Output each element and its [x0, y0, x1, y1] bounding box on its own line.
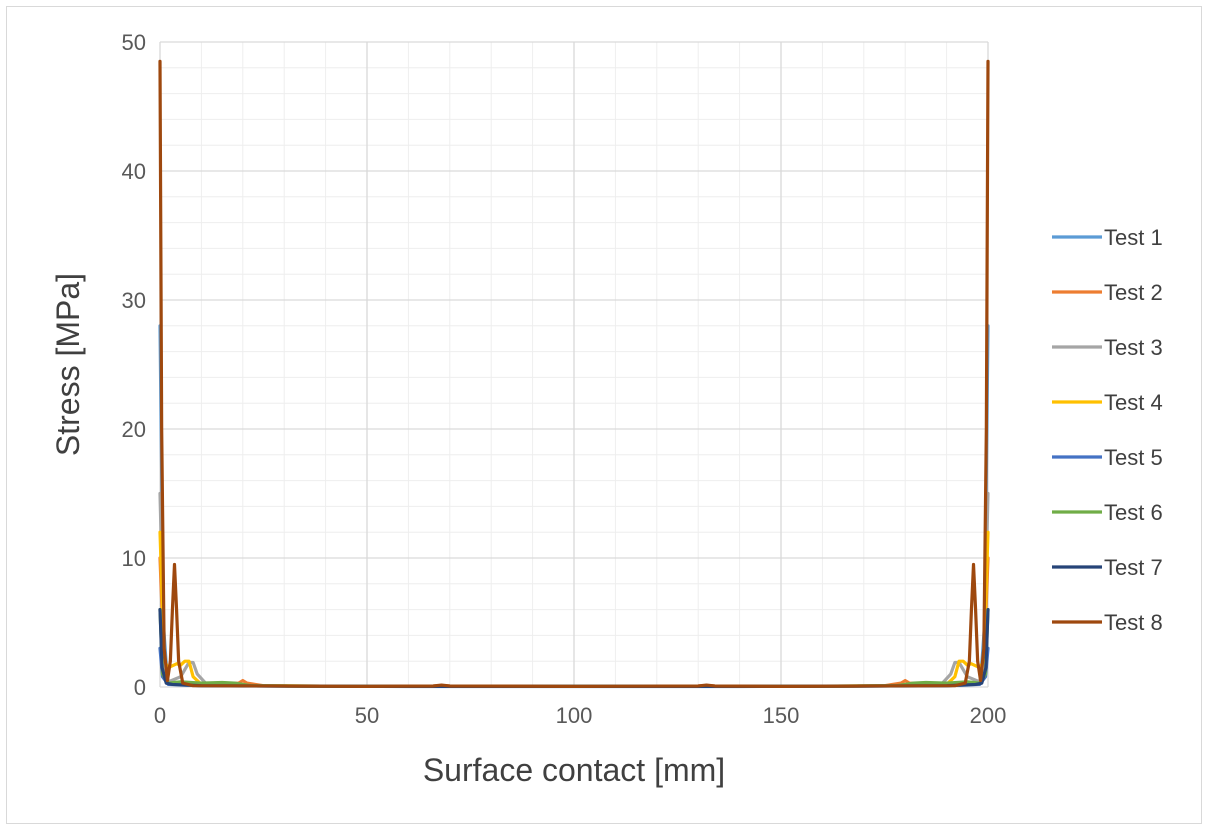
legend-label: Test 6 [1104, 500, 1163, 525]
legend-item-test-2: Test 2 [1052, 280, 1163, 305]
legend-item-test-7: Test 7 [1052, 555, 1163, 580]
series-line-test-8 [158, 59, 990, 688]
y-tick-label: 40 [122, 159, 146, 184]
legend-item-test-4: Test 4 [1052, 390, 1163, 415]
legend-label: Test 1 [1104, 225, 1163, 250]
legend-item-test-5: Test 5 [1052, 445, 1163, 470]
legend-item-test-6: Test 6 [1052, 500, 1163, 525]
y-tick-label: 10 [122, 546, 146, 571]
y-tick-label: 30 [122, 288, 146, 313]
legend-item-test-3: Test 3 [1052, 335, 1163, 360]
series-lines [158, 59, 990, 689]
legend-label: Test 4 [1104, 390, 1163, 415]
legend-label: Test 8 [1104, 610, 1163, 635]
x-axis-title: Surface contact [mm] [423, 752, 725, 788]
chart-frame: 0 50 100 150 200 0 10 20 30 40 50 Surface contact… [6, 6, 1202, 824]
line-chart: 0 50 100 150 200 0 10 20 30 40 50 Surface contact… [50, 30, 1163, 788]
y-tick-label: 50 [122, 30, 146, 55]
legend-label: Test 7 [1104, 555, 1163, 580]
y-tick-label: 20 [122, 417, 146, 442]
x-tick-label: 150 [763, 703, 800, 728]
legend-label: Test 5 [1104, 445, 1163, 470]
x-tick-label: 0 [154, 703, 166, 728]
legend-item-test-8: Test 8 [1052, 610, 1163, 635]
legend-label: Test 2 [1104, 280, 1163, 305]
x-tick-label: 100 [556, 703, 593, 728]
y-tick-label: 0 [134, 675, 146, 700]
y-axis-tick-labels: 0 10 20 30 40 50 [122, 30, 146, 700]
x-tick-label: 200 [970, 703, 1007, 728]
legend-label: Test 3 [1104, 335, 1163, 360]
y-axis-title: Stress [MPa] [50, 273, 86, 456]
x-tick-label: 50 [355, 703, 379, 728]
x-axis-tick-labels: 0 50 100 150 200 [154, 703, 1006, 728]
legend: Test 1 Test 2 Test 3 Test 4 Test 5 Test 6 Test… [1052, 225, 1163, 635]
legend-item-test-1: Test 1 [1052, 225, 1163, 250]
